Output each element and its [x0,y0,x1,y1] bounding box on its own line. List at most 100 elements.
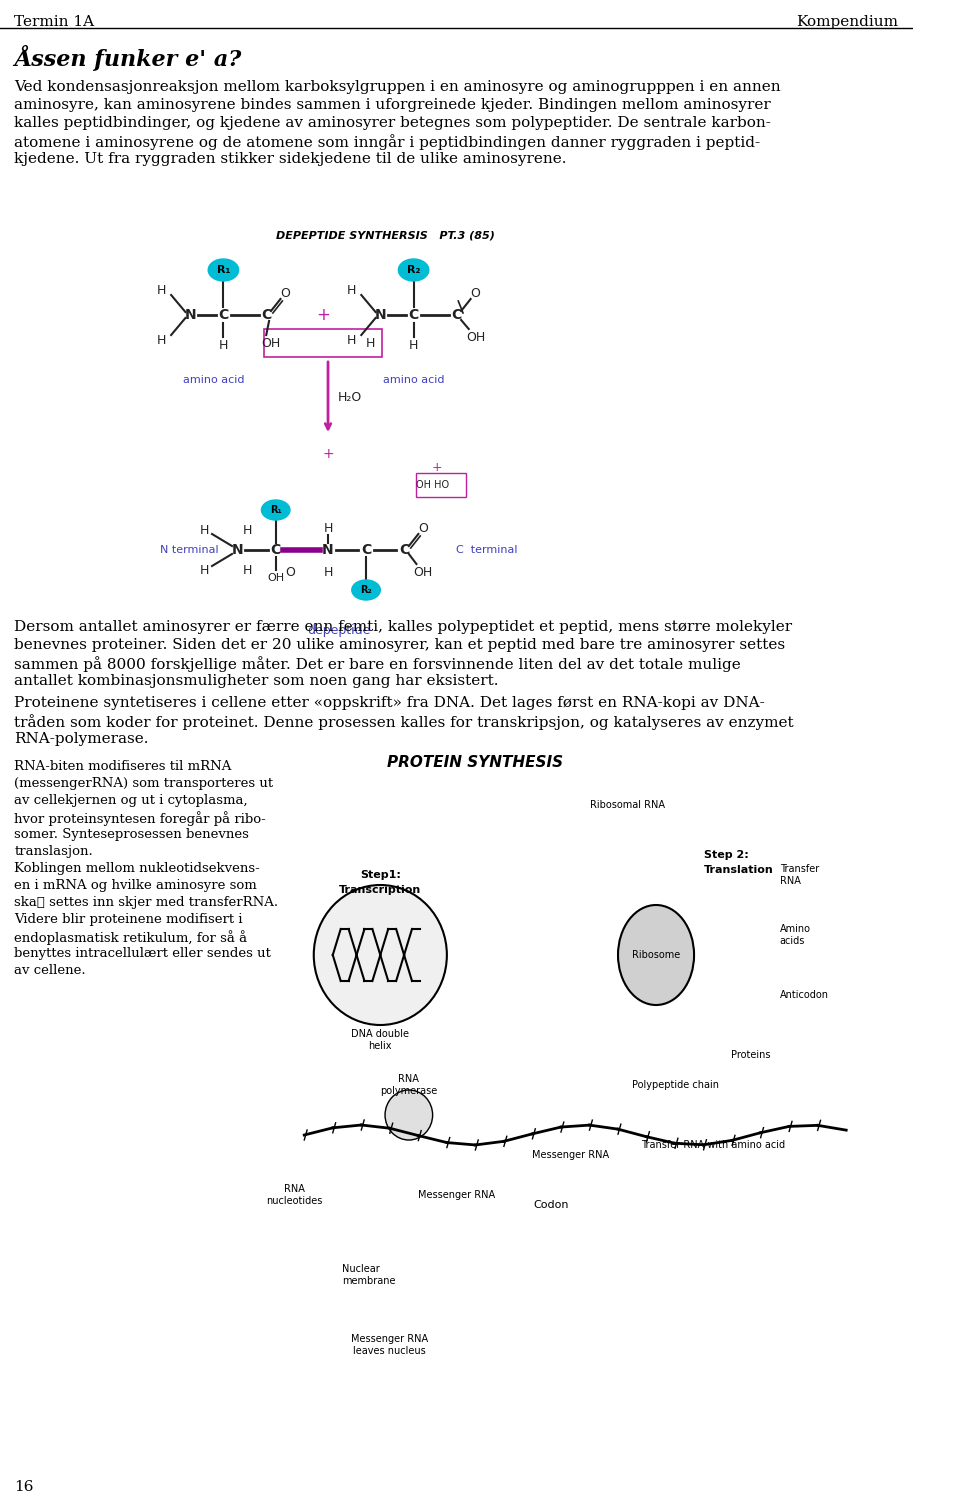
Text: +: + [432,461,443,473]
Text: H: H [324,521,333,534]
Text: Kompendium: Kompendium [797,15,899,29]
Text: DNA double
helix: DNA double helix [351,1030,409,1051]
Bar [417,473,466,497]
Text: H: H [348,333,356,347]
Text: Messenger RNA: Messenger RNA [532,1150,609,1160]
Text: Transfer
RNA: Transfer RNA [780,865,819,886]
Text: av cellekjernen og ut i cytoplasma,: av cellekjernen og ut i cytoplasma, [14,794,248,808]
Text: somer. Synteseprosessen benevnes: somer. Synteseprosessen benevnes [14,829,250,841]
Circle shape [314,886,446,1025]
Text: PROTEIN SYNTHESIS: PROTEIN SYNTHESIS [387,755,564,770]
Text: OH: OH [414,566,433,578]
Text: H: H [200,563,209,576]
Text: kalles peptidbindinger, og kjedene av aminosyrer betegnes som polypeptider. De s: kalles peptidbindinger, og kjedene av am… [14,116,771,131]
Text: R₂: R₂ [360,585,372,594]
Text: RNA-biten modifiseres til mRNA: RNA-biten modifiseres til mRNA [14,760,231,773]
Text: ska  settes inn skjer med transferRNA.: ska settes inn skjer med transferRNA. [14,896,278,910]
Text: OH: OH [261,336,280,350]
Text: Transcription: Transcription [339,886,421,895]
Text: Messenger RNA: Messenger RNA [418,1190,495,1199]
Text: H: H [324,566,333,578]
Text: C: C [408,308,419,323]
Text: N terminal: N terminal [160,545,219,555]
Text: Translation: Translation [704,865,774,875]
Text: Amino
acids: Amino acids [780,925,810,946]
Text: kjedene. Ut fra ryggraden stikker sidekjedene til de ulike aminosyrene.: kjedene. Ut fra ryggraden stikker sidekj… [14,152,566,167]
Text: Nuclear
membrane: Nuclear membrane [343,1264,396,1286]
Text: C: C [361,543,372,557]
Text: amino acid: amino acid [183,375,245,384]
Text: en i mRNA og hvilke aminosyre som: en i mRNA og hvilke aminosyre som [14,880,257,892]
Text: H: H [156,333,166,347]
Text: translasjon.: translasjon. [14,845,93,859]
Text: O: O [419,521,428,534]
Text: Videre blir proteinene modifisert i: Videre blir proteinene modifisert i [14,913,243,926]
Text: Ribosomal RNA: Ribosomal RNA [590,800,665,811]
Text: RNA
nucleotides: RNA nucleotides [267,1184,323,1205]
Text: Polypeptide chain: Polypeptide chain [632,1081,718,1090]
Text: H: H [366,336,375,350]
Text: N: N [323,543,334,557]
Text: OH: OH [466,330,485,344]
Text: O: O [470,287,480,300]
Text: Koblingen mellom nukleotidsekvens-: Koblingen mellom nukleotidsekvens- [14,862,260,875]
Text: OH: OH [267,573,284,582]
Text: Step1:: Step1: [360,871,400,880]
Text: aminosyre, kan aminosyrene bindes sammen i uforgreinede kjeder. Bindingen mellom: aminosyre, kan aminosyrene bindes sammen… [14,98,771,113]
Text: +: + [323,447,334,461]
Text: Proteins: Proteins [732,1051,771,1060]
Text: hvor proteinsyntesen foregår på ribo-: hvor proteinsyntesen foregår på ribo- [14,811,266,826]
Ellipse shape [208,260,239,281]
Text: C: C [451,308,462,323]
Circle shape [385,1090,433,1139]
Ellipse shape [261,500,290,519]
Text: H: H [243,524,252,536]
Text: benyttes intracellulært eller sendes ut: benyttes intracellulært eller sendes ut [14,947,271,961]
Text: R₁: R₁ [217,266,230,275]
Text: Termin 1A: Termin 1A [14,15,94,29]
Text: Anticodon: Anticodon [780,991,828,1000]
Text: Codon: Codon [534,1199,569,1210]
Text: N: N [374,308,386,323]
Text: R₂: R₂ [407,266,420,275]
Ellipse shape [618,905,694,1006]
Text: C: C [261,308,272,323]
Text: C  terminal: C terminal [456,545,517,555]
Text: Ved kondensasjonreaksjon mellom karboksylgruppen i en aminosyre og aminogrupppen: Ved kondensasjonreaksjon mellom karboksy… [14,80,780,95]
Text: H₂O: H₂O [338,390,362,404]
Text: H: H [156,284,166,297]
Text: depeptide: depeptide [308,623,372,636]
Text: N: N [184,308,196,323]
Text: antallet kombinasjonsmuligheter som noen gang har eksistert.: antallet kombinasjonsmuligheter som noen… [14,674,499,687]
Text: +: + [317,306,330,324]
Text: endoplasmatisk retikulum, for så å: endoplasmatisk retikulum, for så å [14,931,248,944]
Bar [264,329,382,357]
Text: C: C [271,543,281,557]
Text: sammen på 8000 forskjellige måter. Det er bare en forsvinnende liten del av det : sammen på 8000 forskjellige måter. Det e… [14,656,741,672]
Text: Transfer RNA with amino acid: Transfer RNA with amino acid [641,1139,785,1150]
Text: RNA
polymerase: RNA polymerase [380,1075,438,1096]
Text: RNA-polymerase.: RNA-polymerase. [14,732,149,746]
Text: R₁: R₁ [270,504,281,515]
Text: O: O [285,566,295,578]
Text: Messenger RNA
leaves nucleus: Messenger RNA leaves nucleus [351,1334,428,1355]
Ellipse shape [351,579,380,600]
Text: av cellene.: av cellene. [14,964,85,977]
Text: Proteinene syntetiseres i cellene etter «oppskrift» fra DNA. Det lages først en : Proteinene syntetiseres i cellene etter … [14,696,765,710]
Text: 16: 16 [14,1480,34,1493]
Text: O: O [280,287,290,300]
Text: Dersom antallet aminosyrer er færre enn femti, kalles polypeptidet et peptid, me: Dersom antallet aminosyrer er færre enn … [14,620,792,633]
Text: Ribosome: Ribosome [632,950,681,961]
Text: OH HO: OH HO [416,480,449,489]
Text: benevnes proteiner. Siden det er 20 ulike aminosyrer, kan et peptid med bare tre: benevnes proteiner. Siden det er 20 ulik… [14,638,785,651]
Text: C: C [218,308,228,323]
Text: tråden som koder for proteinet. Denne prosessen kalles for transkripsjon, og kat: tråden som koder for proteinet. Denne pr… [14,714,794,729]
Text: H: H [219,339,228,351]
Text: C: C [399,543,409,557]
Text: Åssen funker e' a?: Åssen funker e' a? [14,45,242,71]
Text: atomene i aminosyrene og de atomene som inngår i peptidbindingen danner ryggrade: atomene i aminosyrene og de atomene som … [14,134,760,150]
Text: H: H [200,524,209,536]
Text: H: H [409,339,419,351]
Text: Step 2:: Step 2: [704,850,749,860]
Text: DEPEPTIDE SYNTHERSIS   PT.3 (85): DEPEPTIDE SYNTHERSIS PT.3 (85) [276,230,494,240]
